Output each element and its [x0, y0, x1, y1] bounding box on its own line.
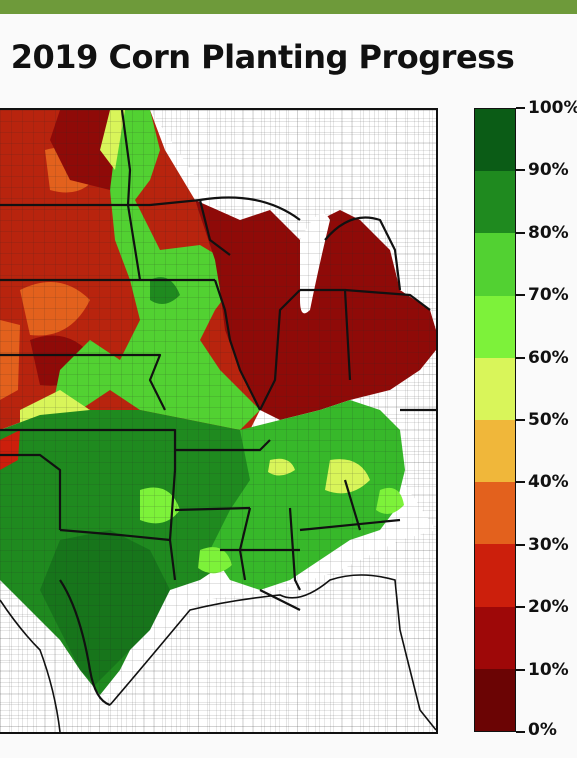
legend-swatch: [475, 668, 515, 732]
legend-swatch: [475, 171, 515, 234]
legend-label: 0%: [528, 720, 557, 740]
progress-map: [0, 110, 436, 732]
legend-label: 60%: [528, 347, 569, 368]
legend-swatch: [475, 544, 515, 607]
legend-tick: [516, 606, 525, 609]
legend-label: 10%: [528, 659, 569, 680]
legend-swatch: [475, 482, 515, 545]
legend-tick: [516, 294, 525, 297]
legend-color-bar: [474, 108, 516, 732]
legend-label: 80%: [528, 222, 569, 243]
legend-tick: [516, 231, 525, 234]
legend-swatch: [475, 606, 515, 669]
legend-label: 50%: [528, 410, 569, 430]
legend-tick: [516, 356, 525, 359]
legend-tick: [516, 668, 525, 671]
legend-swatch: [475, 420, 515, 483]
legend-tick: [516, 107, 525, 109]
map-title: 2019 Corn Planting Progress: [10, 38, 515, 76]
legend-label: 20%: [528, 597, 569, 618]
legend-label: 30%: [528, 534, 569, 555]
legend-label: 90%: [528, 160, 569, 181]
legend-swatch: [475, 295, 515, 358]
coastline: [0, 574, 436, 732]
legend-tick: [516, 169, 525, 172]
state-boundaries: [0, 110, 436, 707]
legend-tick: [516, 481, 525, 484]
legend-swatch: [475, 109, 515, 172]
top-banner: [0, 0, 577, 14]
legend-swatch: [475, 233, 515, 296]
legend-label: 70%: [528, 285, 569, 306]
legend-tick: [516, 543, 525, 546]
legend-tick: [516, 419, 525, 421]
legend-label: 100%: [528, 98, 577, 118]
county-lines: [0, 110, 436, 732]
legend-swatch: [475, 357, 515, 421]
legend-label: 40%: [528, 472, 569, 493]
legend-tick: [516, 731, 525, 733]
map-panel: [0, 108, 438, 734]
